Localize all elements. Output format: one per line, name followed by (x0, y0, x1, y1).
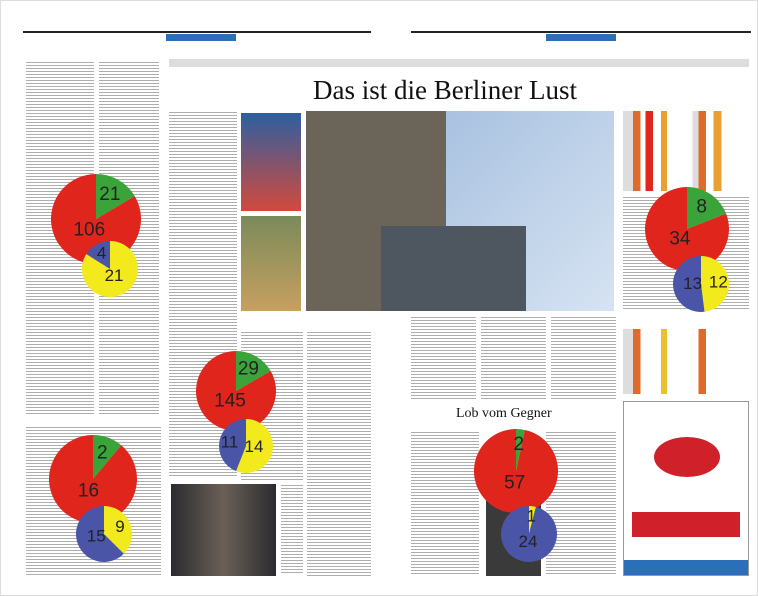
pie-label: 8 (696, 197, 707, 218)
pie-label: 2 (513, 434, 524, 455)
pie-label: 57 (504, 473, 525, 494)
pie-label: 11 (221, 432, 239, 451)
pie-label: 21 (99, 184, 120, 205)
pie-label: 12 (709, 272, 728, 291)
pie-label: 13 (683, 274, 702, 293)
pie-label: 1 (526, 506, 535, 525)
pie-label: 4 (97, 243, 106, 262)
pie-label: 106 (73, 220, 105, 241)
pie-label: 34 (669, 228, 691, 249)
pie-label: 15 (87, 527, 106, 546)
pie-overlay: 21 106 21 4 2 16 9 15 29 145 14 11 834 12 13 2 571 24 (1, 1, 758, 596)
pie-label: 14 (244, 437, 263, 456)
pie-label: 29 (238, 359, 259, 380)
pie-label: 24 (518, 532, 537, 551)
pie-label: 21 (105, 266, 124, 285)
pie-label: 2 (97, 442, 108, 463)
newspaper-spread: Das ist die Berliner Lust Lob vom Gegner… (0, 0, 758, 596)
pie-label: 9 (115, 517, 124, 536)
pie-label: 145 (214, 390, 246, 411)
pie-label: 16 (78, 480, 99, 501)
